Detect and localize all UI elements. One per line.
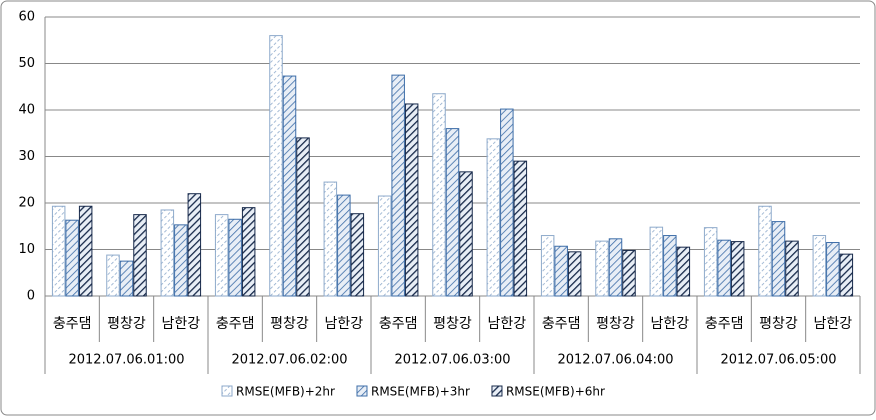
group-label: 2012.07.06.03:00 xyxy=(394,353,510,368)
bar xyxy=(445,128,460,297)
x-tick-label: 충주댐 xyxy=(216,316,255,332)
bar xyxy=(676,246,691,297)
x-tick-label: 남한강 xyxy=(814,316,853,332)
bar xyxy=(404,103,419,297)
bar xyxy=(717,239,731,297)
bar xyxy=(187,193,202,297)
bar xyxy=(663,235,677,297)
x-tick-label: 충주댐 xyxy=(379,316,418,332)
bar xyxy=(51,205,66,297)
legend-label: RMSE(MFB)+6hr xyxy=(506,385,605,399)
bar xyxy=(432,93,446,297)
x-tick-label: 충주댐 xyxy=(705,316,744,332)
bar xyxy=(241,207,256,297)
bar xyxy=(391,74,405,297)
x-tick-label: 충주댐 xyxy=(542,316,581,332)
x-tick-label: 충주댐 xyxy=(53,316,92,332)
y-tick-label: 30 xyxy=(18,149,35,164)
x-tick-label: 남한강 xyxy=(162,316,201,332)
bar xyxy=(758,205,772,297)
bar xyxy=(78,205,93,297)
bar xyxy=(282,75,297,297)
y-tick-label: 20 xyxy=(18,196,35,211)
bar xyxy=(649,226,664,297)
bar xyxy=(595,240,609,297)
bar xyxy=(323,181,338,297)
bar xyxy=(296,137,310,297)
legend-swatch xyxy=(491,385,503,397)
y-tick-label: 50 xyxy=(18,56,35,71)
x-tick-label: 남한강 xyxy=(488,316,527,332)
bar xyxy=(622,249,636,297)
x-tick-label: 평창강 xyxy=(270,316,309,332)
bar xyxy=(608,238,623,297)
bar xyxy=(65,219,79,297)
bar xyxy=(567,251,582,297)
group-label: 2012.07.06.01:00 xyxy=(68,353,184,368)
x-tick-label: 남한강 xyxy=(651,316,690,332)
legend-swatch xyxy=(221,385,233,397)
x-tick-label: 평창강 xyxy=(107,316,146,332)
legend-label: RMSE(MFB)+2hr xyxy=(236,385,335,399)
bar xyxy=(486,138,501,297)
bar xyxy=(540,235,555,297)
bar xyxy=(228,218,242,297)
bar xyxy=(554,245,568,297)
group-label: 2012.07.06.05:00 xyxy=(720,353,836,368)
bar xyxy=(730,241,745,297)
bar xyxy=(377,195,392,297)
legend-swatch xyxy=(356,385,368,397)
x-tick-label: 남한강 xyxy=(325,316,364,332)
bar xyxy=(106,254,120,297)
bar xyxy=(337,194,351,297)
bar xyxy=(133,214,147,297)
x-tick-label: 평창강 xyxy=(596,316,635,332)
legend-label: RMSE(MFB)+3hr xyxy=(371,385,470,399)
bar xyxy=(174,224,188,297)
x-tick-label: 평창강 xyxy=(759,316,798,332)
bar xyxy=(826,242,840,297)
y-tick-label: 60 xyxy=(18,10,35,25)
bar xyxy=(214,214,229,297)
y-tick-label: 10 xyxy=(18,242,35,257)
x-tick-label: 평창강 xyxy=(433,316,472,332)
bar xyxy=(500,108,514,297)
bar xyxy=(160,209,175,297)
bar xyxy=(812,235,827,297)
bar xyxy=(771,221,786,297)
bar xyxy=(785,240,799,297)
bar xyxy=(459,171,473,297)
bar xyxy=(350,213,365,297)
bar xyxy=(269,35,283,297)
y-tick-label: 40 xyxy=(18,103,35,118)
bar xyxy=(119,260,134,297)
group-label: 2012.07.06.02:00 xyxy=(231,353,347,368)
bar xyxy=(513,160,528,297)
group-label: 2012.07.06.04:00 xyxy=(557,353,673,368)
y-tick-label: 0 xyxy=(27,289,35,304)
bar xyxy=(703,227,718,297)
bar xyxy=(839,253,854,297)
